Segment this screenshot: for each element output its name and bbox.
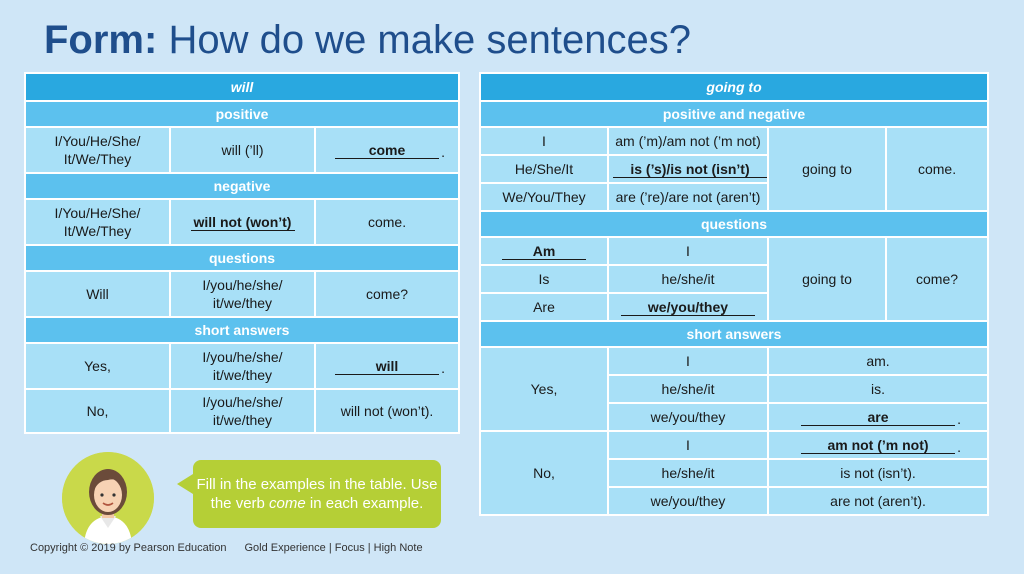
short-answers-header: short answers xyxy=(23,316,461,344)
subject-cell: he/she/it xyxy=(607,374,769,404)
subject-cell: I xyxy=(607,236,769,266)
answer-cell: is. xyxy=(766,374,990,404)
answer-blank[interactable]: we/you/they xyxy=(621,299,755,317)
subject-cell: I/you/he/she/ it/we/they xyxy=(169,270,316,318)
going-to-table: going to positive and negative I am (’m)… xyxy=(478,72,990,516)
will-header: will xyxy=(23,72,461,102)
answer-blank[interactable]: are xyxy=(801,409,961,427)
answer-blank[interactable]: will xyxy=(335,358,445,376)
verb-cell: will (’ll) xyxy=(169,126,316,174)
positive-header: positive xyxy=(23,100,461,128)
going-to-cell: going to xyxy=(767,236,887,322)
going-to-header: going to xyxy=(478,72,990,102)
subject-cell: we/you/they xyxy=(607,486,769,516)
aux-cell: Is xyxy=(479,264,609,294)
verb-cell: will not (won’t). xyxy=(313,388,461,434)
subject-cell: we/you/they xyxy=(607,402,769,432)
answer-cell: is not (isn’t). xyxy=(766,458,990,488)
be-cell: are (’re)/are not (aren’t) xyxy=(607,182,769,212)
verb-cell: come. xyxy=(313,198,461,246)
series-text: Gold Experience | Focus | High Note xyxy=(244,542,423,554)
answer-blank[interactable]: Am xyxy=(502,243,586,261)
verb-cell: come? xyxy=(884,236,990,322)
going-to-cell: going to xyxy=(767,126,887,212)
no-cell: No, xyxy=(479,430,609,516)
answer-cell: are not (aren’t). xyxy=(766,486,990,516)
subject-cell: I/you/he/she/ it/we/they xyxy=(169,342,316,390)
subject-cell: I xyxy=(479,126,609,156)
subject-cell: I/You/He/She/ It/We/They xyxy=(24,198,171,246)
footer: Copyright © 2019 by Pearson Education Gol… xyxy=(30,542,423,554)
answer-cell: am. xyxy=(766,346,990,376)
yes-cell: Yes, xyxy=(24,342,171,390)
negative-header: negative xyxy=(23,172,461,200)
will-table: will positive I/You/He/She/ It/We/They w… xyxy=(23,72,461,434)
subject-cell: he/she/it xyxy=(607,264,769,294)
verb-cell: come? xyxy=(313,270,461,318)
aux-cell: Will xyxy=(24,270,171,318)
answer-blank[interactable]: will not (won’t) xyxy=(190,214,295,232)
answer-blank[interactable]: am not (’m not) xyxy=(801,437,961,455)
no-cell: No, xyxy=(24,388,171,434)
subject-cell: He/She/It xyxy=(479,154,609,184)
questions-header: questions xyxy=(478,210,990,238)
aux-cell: Are xyxy=(479,292,609,322)
page-title: Form: How do we make sentences? xyxy=(44,18,691,62)
subject-cell: he/she/it xyxy=(607,458,769,488)
positive-negative-header: positive and negative xyxy=(478,100,990,128)
subject-cell: I/You/He/She/ It/We/They xyxy=(24,126,171,174)
answer-blank[interactable]: come xyxy=(335,142,445,160)
be-cell: am (’m)/am not (’m not) xyxy=(607,126,769,156)
answer-blank[interactable]: is (’s)/is not (isn’t) xyxy=(613,161,767,179)
subject-cell: I xyxy=(607,430,769,460)
instruction-bubble: Fill in the examples in the table. Use t… xyxy=(177,460,441,528)
short-answers-header: short answers xyxy=(478,320,990,348)
subject-cell: We/You/They xyxy=(479,182,609,212)
subject-cell: I/you/he/she/ it/we/they xyxy=(169,388,316,434)
teacher-icon xyxy=(62,452,154,544)
verb-cell: come. xyxy=(884,126,990,212)
subject-cell: I xyxy=(607,346,769,376)
copyright-text: Copyright © 2019 by Pearson Education xyxy=(30,542,227,554)
teacher-avatar xyxy=(62,452,154,544)
questions-header: questions xyxy=(23,244,461,272)
yes-cell: Yes, xyxy=(479,346,609,432)
